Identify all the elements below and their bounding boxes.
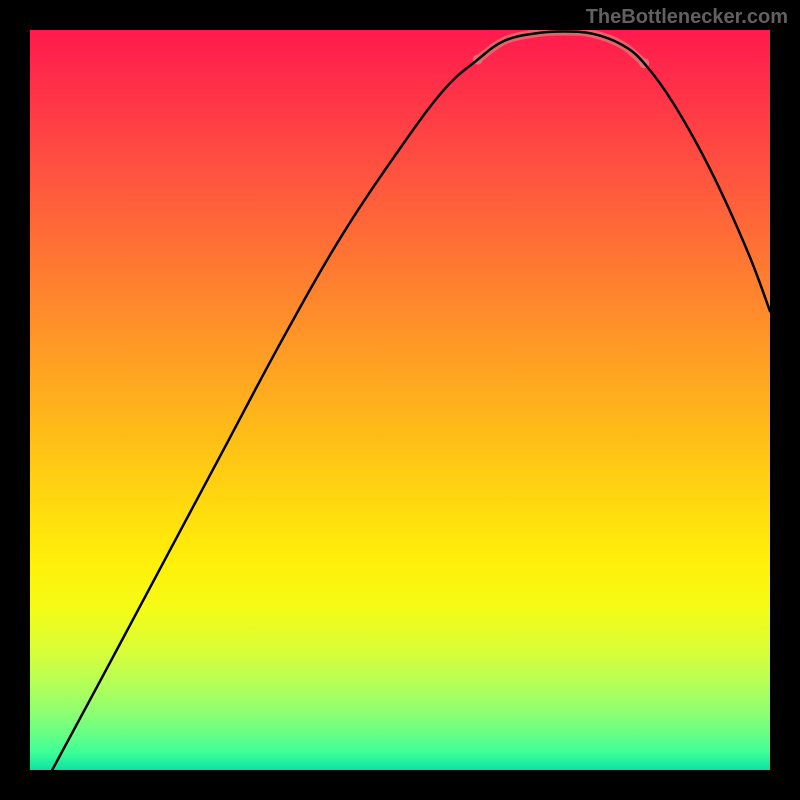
curve-overlay (30, 30, 770, 770)
main-curve (52, 31, 770, 770)
watermark-text: TheBottlenecker.com (586, 6, 788, 29)
highlight-segment (478, 31, 645, 63)
bottleneck-chart (30, 30, 770, 770)
